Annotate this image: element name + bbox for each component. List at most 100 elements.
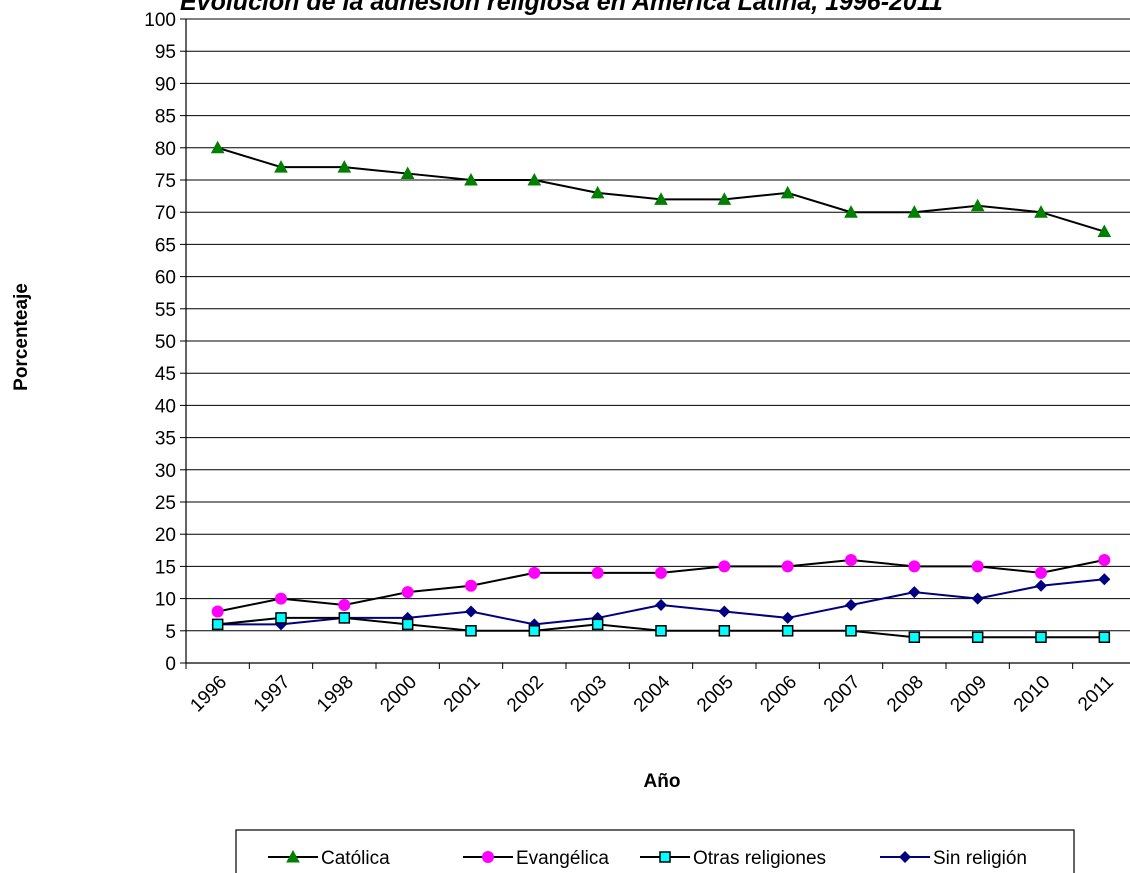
data-point [971,592,984,605]
legend-marker [482,851,494,863]
x-tick-label: 2002 [503,672,548,717]
data-point [908,631,921,643]
data-point [970,198,985,212]
data-point [337,160,352,173]
data-point [465,625,477,637]
data-point [401,586,414,599]
data-point [591,618,604,631]
y-tick-label: 50 [155,332,176,353]
data-point [401,618,414,631]
y-tick-label: 60 [155,268,176,289]
y-tick-label: 55 [155,300,176,321]
x-tick-label: 1998 [313,672,358,717]
data-point [527,172,542,186]
x-axis-label: Año [644,771,681,792]
y-tick-label: 0 [165,654,176,675]
legend-marker [286,849,300,863]
data-point [781,625,794,637]
x-tick-label: 2001 [440,672,485,717]
legend-label: Católica [321,848,390,869]
y-tick-label: 100 [144,10,176,31]
y-tick-label: 90 [155,74,176,95]
x-tick-label: 2003 [566,672,611,717]
data-point [465,605,477,618]
y-tick-label: 80 [155,139,176,160]
x-tick-label: 1997 [250,672,295,717]
series-line [217,146,1105,233]
x-tick-label: 2011 [1074,672,1118,716]
y-tick-label: 75 [155,171,176,192]
legend: Católica Evangélica Otras religiones Sin re… [235,829,1075,873]
data-point [590,185,605,199]
y-tick-label: 35 [155,429,176,450]
x-tick-label: 2006 [756,672,801,717]
data-point [275,592,287,605]
x-tick-label: 2005 [693,672,738,717]
data-point [655,599,667,612]
data-point [908,560,921,573]
y-axis-label: Porcenteaje [11,283,32,391]
data-point [211,618,224,631]
data-point [274,160,288,173]
legend-marker [899,851,911,863]
data-point [1035,566,1047,579]
y-tick-label: 30 [155,461,176,482]
y-tick-label: 10 [155,590,176,611]
x-tick-label: 2007 [820,672,865,717]
data-point [971,631,984,643]
x-tick-label: 2004 [630,671,675,716]
y-tick-label: 25 [155,493,176,514]
legend-item: Otras religiones [640,848,826,869]
x-tick-label: 2010 [1010,672,1055,717]
data-point [908,586,921,599]
data-point [971,560,984,573]
y-tick-label: 20 [155,525,176,546]
data-point [845,625,857,637]
data-point [338,599,351,612]
data-point [845,553,857,566]
data-point [338,612,351,624]
y-tick-label: 70 [155,203,176,224]
data-point [780,185,795,199]
axes [180,18,1130,669]
x-tick-label: 2008 [883,672,928,717]
data-point [718,560,731,573]
legend-box [235,829,1075,873]
data-point [907,205,922,218]
gridlines [186,18,1130,632]
data-point [275,612,287,624]
y-tick-label: 45 [155,364,176,385]
data-point [591,566,604,579]
legend-item: Católica [268,848,390,869]
data-point [718,605,731,618]
data-point [655,566,667,579]
data-point [654,192,668,205]
data-point [528,625,541,637]
data-point [528,566,541,579]
series-cat-lica [210,140,1112,238]
data-point [1034,205,1048,218]
y-tick-label: 65 [155,235,176,256]
data-point [1035,579,1047,592]
series-lines [210,140,1112,643]
y-tick-labels: 0 5 10 15 20 25 30 35 40 45 50 55 60 65 70 75 80 85 90 95 10… [144,10,176,675]
data-point [781,560,794,573]
data-point [781,611,794,624]
series-evang-lica [211,553,1111,618]
data-point [718,625,731,637]
x-tick-labels: 1996 1997 1998 2000 2001 2002 2003 2004 2005 2006… [186,671,1117,716]
legend-marker [659,851,671,863]
x-tick-label: 1996 [186,672,231,717]
data-point [1097,224,1112,238]
data-point [210,140,225,154]
data-point [1098,573,1111,586]
y-tick-label: 40 [155,396,176,417]
legend-label: Evangélica [516,848,609,869]
chart-title: Evolución de la adhesión religiosa en Am… [180,0,943,16]
legend-item: Evangélica [463,848,609,869]
data-point [1098,631,1111,643]
data-point [844,205,858,218]
y-tick-label: 15 [155,557,176,578]
y-tick-label: 5 [165,622,176,643]
